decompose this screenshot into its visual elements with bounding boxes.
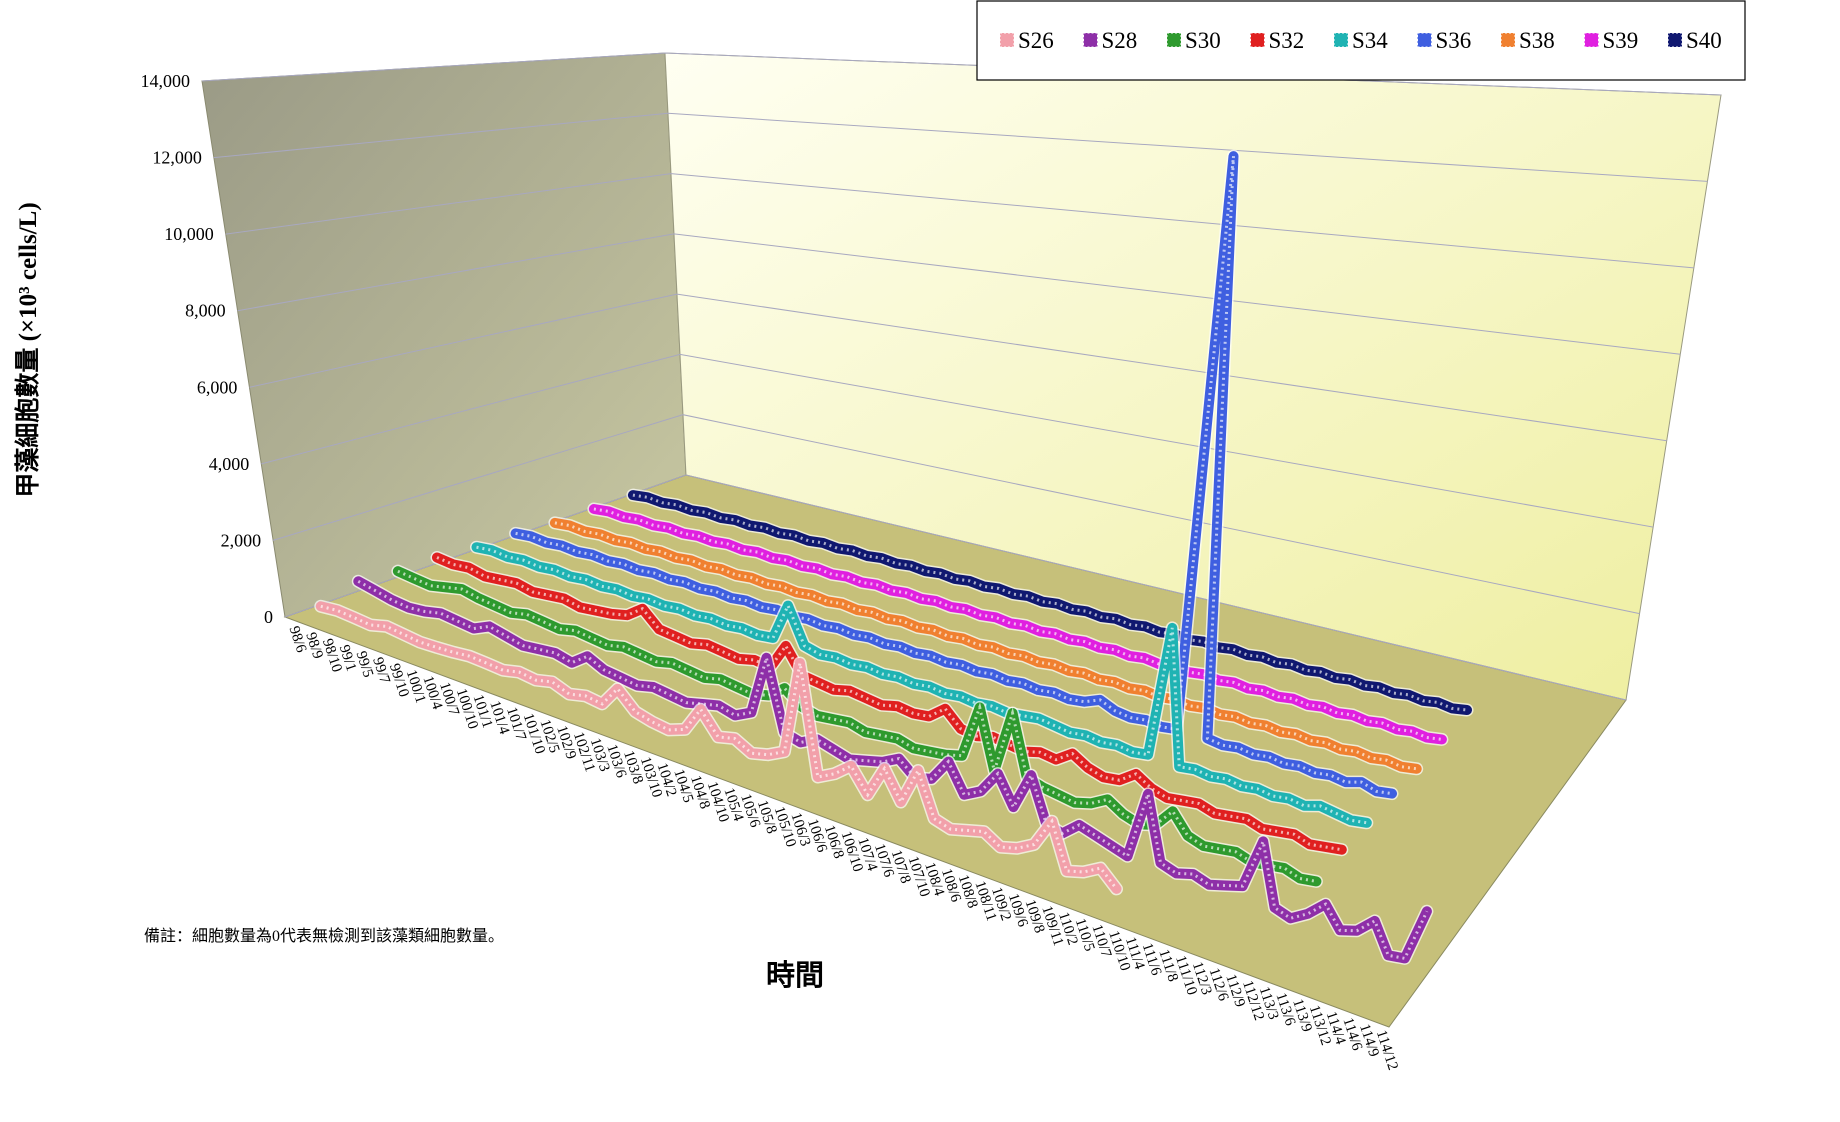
- x-tick-label: 99/7: [369, 655, 393, 686]
- x-tick-label: 98/9: [302, 631, 325, 661]
- legend: S26 S28 S30 S32 S34 S36 S38 S39 S40: [999, 28, 1722, 53]
- series-ribbon-texture: [476, 545, 1368, 825]
- legend-swatch: [1333, 32, 1349, 48]
- series-ribbon-texture: [632, 493, 1468, 712]
- legend-label: S36: [1436, 28, 1472, 53]
- grid-line: [201, 52, 1722, 96]
- legend-label: S39: [1603, 28, 1639, 53]
- legend-label: S30: [1185, 28, 1221, 53]
- x-tick-label: 99/5: [353, 649, 376, 679]
- legend-swatch: [999, 32, 1015, 48]
- y-tick-label: 4,000: [209, 454, 250, 474]
- legend-swatch: [1667, 32, 1683, 48]
- x-axis-title: 時間: [766, 959, 824, 992]
- grid-line: [249, 293, 1667, 442]
- y-tick-label: 14,000: [141, 71, 191, 91]
- grid-line: [261, 353, 1654, 528]
- x-tick-label: 99/1: [336, 643, 359, 673]
- legend-swatch: [1166, 32, 1182, 48]
- legend-label: S38: [1519, 28, 1555, 53]
- series-ribbon-texture: [357, 579, 1429, 961]
- legend-swatch: [1083, 32, 1098, 48]
- y-tick-label: 10,000: [164, 224, 214, 244]
- legend-label: S34: [1352, 28, 1388, 53]
- legend-label: S26: [1018, 28, 1054, 53]
- series-ribbon: [510, 151, 1397, 799]
- series-ribbons: [314, 149, 1474, 965]
- grid-line: [237, 233, 1681, 355]
- grid-line: [225, 173, 1694, 269]
- legend-swatch: [1500, 32, 1516, 48]
- y-tick-label: 2,000: [221, 530, 262, 550]
- legend-swatch: [1417, 32, 1432, 48]
- legend-label: S28: [1102, 28, 1138, 53]
- legend-swatch: [1250, 32, 1265, 48]
- y-tick-label: 6,000: [197, 377, 238, 397]
- series-ribbon: [315, 601, 1122, 894]
- grid-line: [272, 414, 1640, 615]
- y-tick-label: 12,000: [152, 148, 202, 168]
- series-ribbon-texture: [554, 521, 1417, 771]
- grid-line: [284, 474, 1627, 701]
- legend-label: S40: [1686, 28, 1722, 53]
- legend-box: [976, 0, 1746, 81]
- legend-swatch: [1584, 32, 1599, 48]
- grid-line: [213, 112, 1708, 182]
- x-tick-label: 98/6: [286, 624, 310, 655]
- legend-label: S32: [1269, 28, 1305, 53]
- series-ribbon-texture: [436, 556, 1343, 852]
- footnote: 備註：細胞數量為0代表無檢測到該藻類細胞數量。: [144, 927, 504, 945]
- y-axis-title: 甲藻細胞數量 (×10³ cells/L): [14, 202, 42, 497]
- y-tick-label: 0: [264, 607, 273, 627]
- series-ribbon-texture: [397, 569, 1317, 883]
- series-ribbon: [588, 504, 1447, 745]
- y-tick-label: 8,000: [185, 301, 226, 321]
- grid: [201, 52, 1722, 701]
